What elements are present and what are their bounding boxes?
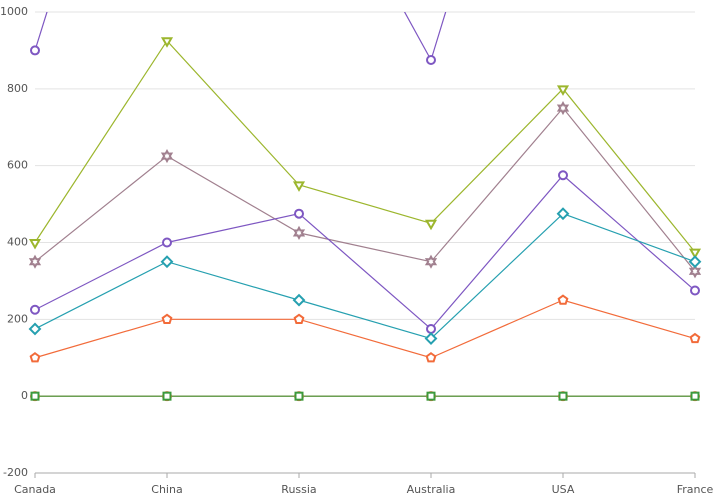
marker xyxy=(160,148,174,164)
marker xyxy=(160,255,174,269)
marker xyxy=(426,323,436,334)
marker xyxy=(557,294,569,305)
marker xyxy=(558,170,568,181)
series-line xyxy=(34,39,696,253)
plot-area xyxy=(28,12,702,402)
marker xyxy=(556,100,570,116)
y-tick-label: 200 xyxy=(7,312,28,325)
marker xyxy=(424,332,438,345)
marker xyxy=(426,391,436,401)
series-line xyxy=(34,107,696,272)
marker xyxy=(293,313,305,324)
y-tick-label: 0 xyxy=(21,389,28,402)
marker xyxy=(292,225,306,240)
marker xyxy=(424,219,438,231)
marker xyxy=(30,391,40,401)
marker xyxy=(688,264,702,279)
marker xyxy=(294,391,304,401)
x-tick-label: France xyxy=(677,483,714,496)
marker xyxy=(556,85,570,96)
marker xyxy=(688,248,702,260)
series-line xyxy=(34,12,447,62)
marker xyxy=(688,255,702,269)
marker xyxy=(162,391,172,401)
marker xyxy=(424,254,438,269)
marker xyxy=(28,254,42,269)
x-tick-label: China xyxy=(151,483,182,496)
marker xyxy=(29,352,41,363)
marker xyxy=(161,313,173,324)
marker xyxy=(294,208,304,219)
x-tick-label: Russia xyxy=(281,483,316,496)
marker xyxy=(426,55,436,66)
marker xyxy=(30,45,40,56)
marker xyxy=(556,207,570,221)
marker xyxy=(28,239,42,250)
y-tick-label: 800 xyxy=(7,82,28,95)
marker xyxy=(30,304,40,315)
y-tick-label: -200 xyxy=(3,466,28,479)
marker xyxy=(162,237,172,248)
marker xyxy=(689,332,701,344)
y-tick-label: 400 xyxy=(7,236,28,249)
marker xyxy=(292,181,306,192)
y-tick-label: 600 xyxy=(7,159,28,172)
y-tick-label: 1000 xyxy=(0,5,28,18)
x-tick-label: Australia xyxy=(407,483,456,496)
series-line xyxy=(34,174,696,330)
grid xyxy=(35,11,695,474)
marker xyxy=(690,391,700,401)
series-line xyxy=(34,299,696,359)
marker xyxy=(425,352,437,363)
marker xyxy=(28,322,42,336)
marker xyxy=(558,391,568,401)
x-tick-label: USA xyxy=(552,483,575,496)
x-tick-label: Canada xyxy=(14,483,56,496)
marker xyxy=(690,285,700,296)
marker xyxy=(292,293,306,307)
series-line xyxy=(34,212,696,340)
marker xyxy=(160,37,174,48)
